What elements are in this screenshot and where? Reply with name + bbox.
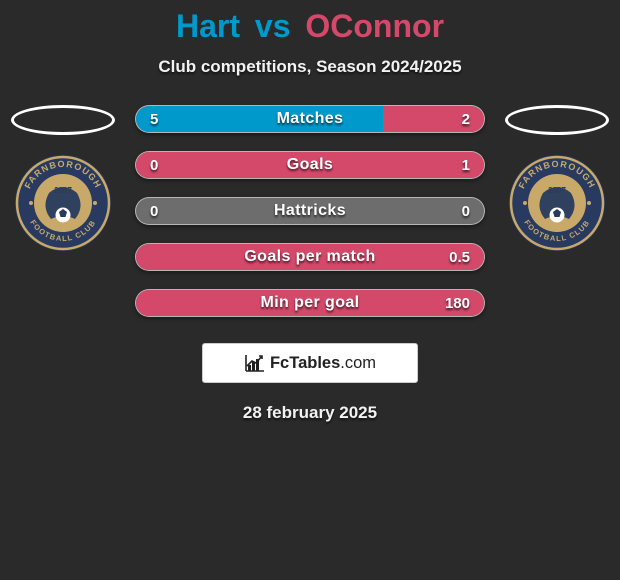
player2-column: FARNBOROUGH FOOTBALL CLUB 2007 — [502, 105, 612, 253]
date-label: 28 february 2025 — [0, 403, 620, 423]
stat-row: 01Goals — [135, 151, 485, 179]
stat-label: Min per goal — [136, 290, 484, 316]
player1-club-badge: FARNBOROUGH FOOTBALL CLUB 2007 — [13, 153, 113, 253]
player1-avatar-placeholder — [11, 105, 115, 135]
vs-label: vs — [255, 8, 291, 44]
stat-row: 0.5Goals per match — [135, 243, 485, 271]
player2-club-badge: FARNBOROUGH FOOTBALL CLUB 2007 — [507, 153, 607, 253]
brand-tld: .com — [340, 354, 376, 372]
player2-name: OConnor — [305, 8, 444, 44]
player1-column: FARNBOROUGH FOOTBALL CLUB 2007 — [8, 105, 118, 253]
subtitle: Club competitions, Season 2024/2025 — [0, 57, 620, 77]
stat-label: Goals per match — [136, 244, 484, 270]
player2-avatar-placeholder — [505, 105, 609, 135]
stat-label: Matches — [136, 106, 484, 132]
player1-name: Hart — [176, 8, 240, 44]
stat-label: Hattricks — [136, 198, 484, 224]
brand-text: FcTables.com — [270, 354, 376, 373]
stat-label: Goals — [136, 152, 484, 178]
stats-list: 52Matches 01Goals 00Hattricks 0.5Goals per … — [135, 105, 485, 317]
brand-name: FcTables — [270, 354, 340, 372]
stat-row: 180Min per goal — [135, 289, 485, 317]
stat-row: 00Hattricks — [135, 197, 485, 225]
stat-row: 52Matches — [135, 105, 485, 133]
brand-box: FcTables.com — [202, 343, 418, 383]
page-title: Hart vs OConnor — [0, 8, 620, 45]
comparison-panel: FARNBOROUGH FOOTBALL CLUB 2007 FARNBOROU… — [0, 105, 620, 423]
brand-chart-icon — [244, 353, 266, 373]
